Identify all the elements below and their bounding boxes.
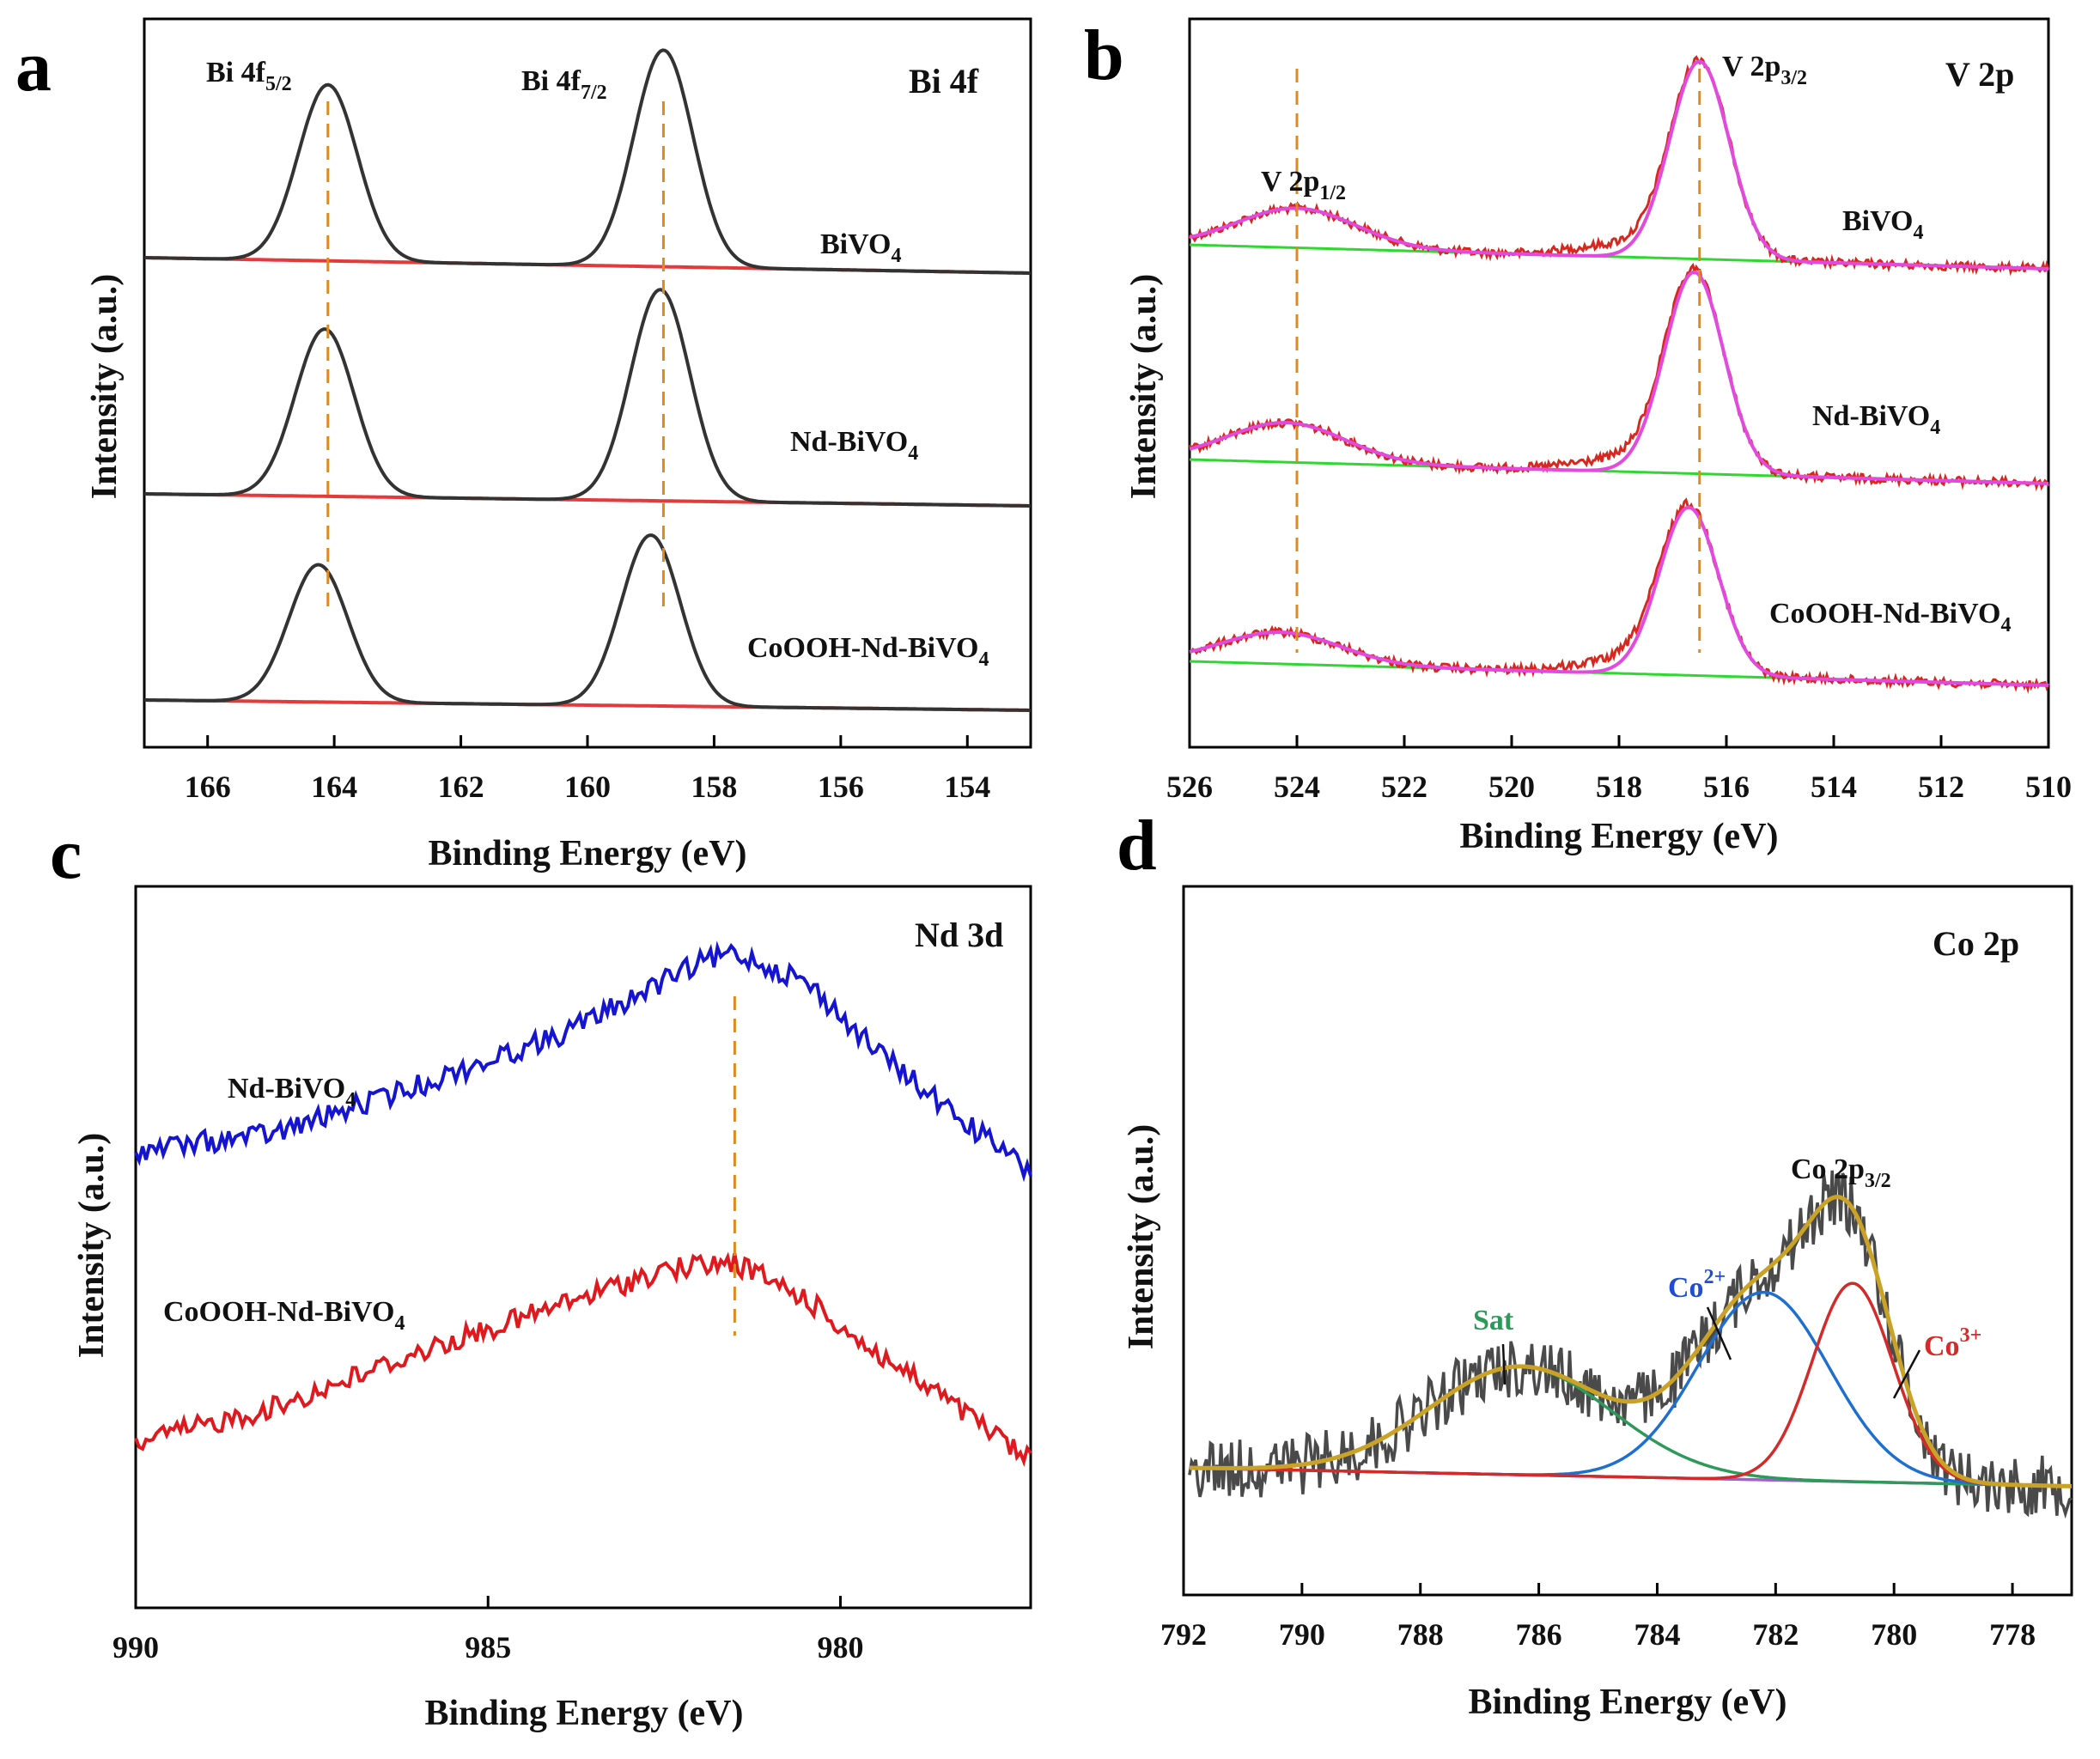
panel-a-ticks: 166 164 162 160 158 156 154 (185, 735, 990, 804)
panel-d-label-arrow (1706, 1306, 1732, 1360)
panel-d-x-tick-label: 786 (1516, 1617, 1562, 1652)
panel-d-y-axis-title: Intensity (a.u.) (1122, 1124, 1161, 1350)
panel-d-label-arrow (1501, 1343, 1507, 1385)
panel-d-x-axis-title: Binding Energy (eV) (1468, 1683, 1787, 1722)
panel-d-x-tick-label: 788 (1397, 1617, 1444, 1652)
panel-d-peak-label: Sat (1473, 1305, 1514, 1336)
panel-b-x-tick-label: 524 (1274, 770, 1320, 804)
panel-b-x-tick-label: 526 (1166, 770, 1213, 804)
panel-b-corner-label: V 2p (1945, 55, 2014, 94)
panel-d-x-tick-label: 780 (1871, 1617, 1917, 1652)
panel-c-frame (134, 885, 1032, 1610)
panel-d-component-trace (1189, 1281, 2072, 1488)
panel-a-x-axis-title: Binding Energy (eV) (428, 834, 746, 873)
panel-a-x-tick-label: 154 (944, 770, 990, 804)
panel-b-x-axis-title: Binding Energy (eV) (1459, 817, 1778, 856)
panel-b-x-tick-label: 514 (1811, 770, 1857, 804)
panel-a-trace (144, 48, 1031, 275)
panel-b-x-tick-label: 510 (2025, 770, 2072, 804)
panel-c-letter: c (50, 814, 82, 894)
panel-b-ticks: 526 524 522 520 518 516 514 512 510 (1166, 735, 2072, 804)
panel-d-letter: d (1117, 806, 1157, 886)
panel-d-label-arrow (1892, 1349, 1921, 1399)
panel-a-corner-label: Bi 4f (909, 62, 979, 100)
panel-b-x-tick-label: 518 (1596, 770, 1642, 804)
panel-b-x-tick-label: 516 (1703, 770, 1750, 804)
panel-a-x-tick-label: 158 (691, 770, 737, 804)
panel-c-x-tick-label: 990 (113, 1630, 159, 1665)
panel-a-trace (144, 288, 1031, 508)
panel-d-corner-label: Co 2p (1933, 924, 2019, 963)
panel-a-y-axis-title: Intensity (a.u.) (85, 274, 125, 500)
panel-c-corner-label: Nd 3d (915, 916, 1003, 954)
panel-c-x-tick-label: 980 (817, 1630, 863, 1665)
panel-a-trace (144, 533, 1031, 712)
panel-b-letter: b (1084, 15, 1124, 95)
panel-b-fit-trace (1189, 270, 2049, 485)
panel-b-x-tick-label: 520 (1488, 770, 1535, 804)
panel-b-x-tick-label: 512 (1918, 770, 1964, 804)
panel-c-y-axis-title: Intensity (a.u.) (72, 1133, 112, 1359)
panel-a-x-tick-label: 164 (311, 770, 357, 804)
panel-b-y-axis-title: Intensity (a.u.) (1124, 274, 1164, 500)
panel-a-x-tick-label: 166 (185, 770, 231, 804)
panel-c-trace (134, 1251, 1032, 1467)
panel-d-x-tick-label: 792 (1160, 1617, 1207, 1652)
panel-b-fit-trace (1189, 59, 2049, 271)
panel-d-ticks: 792 790 788 786 784 782 780 778 (1160, 1583, 2036, 1652)
panel-d-x-tick-label: 782 (1752, 1617, 1799, 1652)
panel-d-x-tick-label: 778 (1989, 1617, 2036, 1652)
panel-b-x-tick-label: 522 (1381, 770, 1427, 804)
panel-a-x-tick-label: 156 (818, 770, 864, 804)
panel-c-ticks: 990 985 980 (113, 1596, 863, 1665)
panel-c-x-tick-label: 985 (465, 1630, 511, 1665)
panel-d-x-tick-label: 784 (1634, 1617, 1680, 1652)
panel-c-x-axis-title: Binding Energy (eV) (424, 1694, 743, 1733)
panel-b-fit-trace (1189, 505, 2049, 687)
panel-d-frame (1182, 885, 2073, 1597)
panel-a-letter: a (15, 27, 52, 107)
panel-c-trace (134, 940, 1032, 1183)
panel-a-x-tick-label: 160 (564, 770, 611, 804)
panel-d-envelope-trace (1189, 1195, 2072, 1488)
panel-a-x-tick-label: 162 (438, 770, 484, 804)
panel-d-x-tick-label: 790 (1279, 1617, 1325, 1652)
